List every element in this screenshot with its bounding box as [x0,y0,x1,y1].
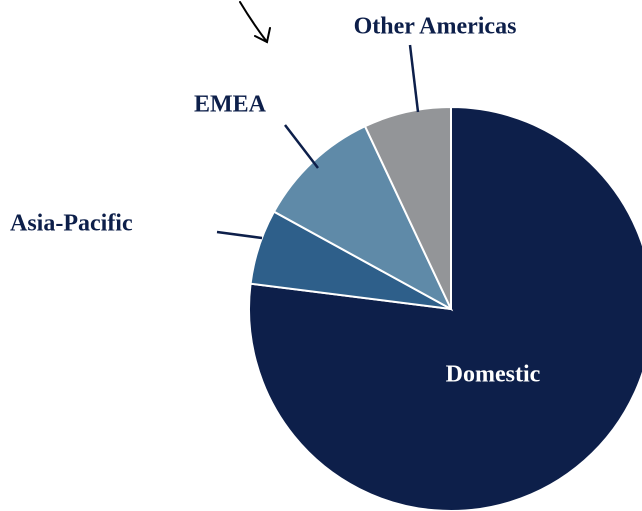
pie [248,105,642,511]
arrow [239,1,271,44]
leader-line [284,124,319,169]
labels: Domestic Asia-Pacific EMEA Other Americas [10,14,541,388]
leader-line [408,44,420,113]
pie-slice [363,105,452,310]
slice-label: Asia-Pacific [10,211,133,237]
slice-label: EMEA [194,92,267,118]
leader-line [216,230,263,240]
slice-label: Other Americas [354,14,517,40]
slice-label: Domestic [446,362,541,388]
